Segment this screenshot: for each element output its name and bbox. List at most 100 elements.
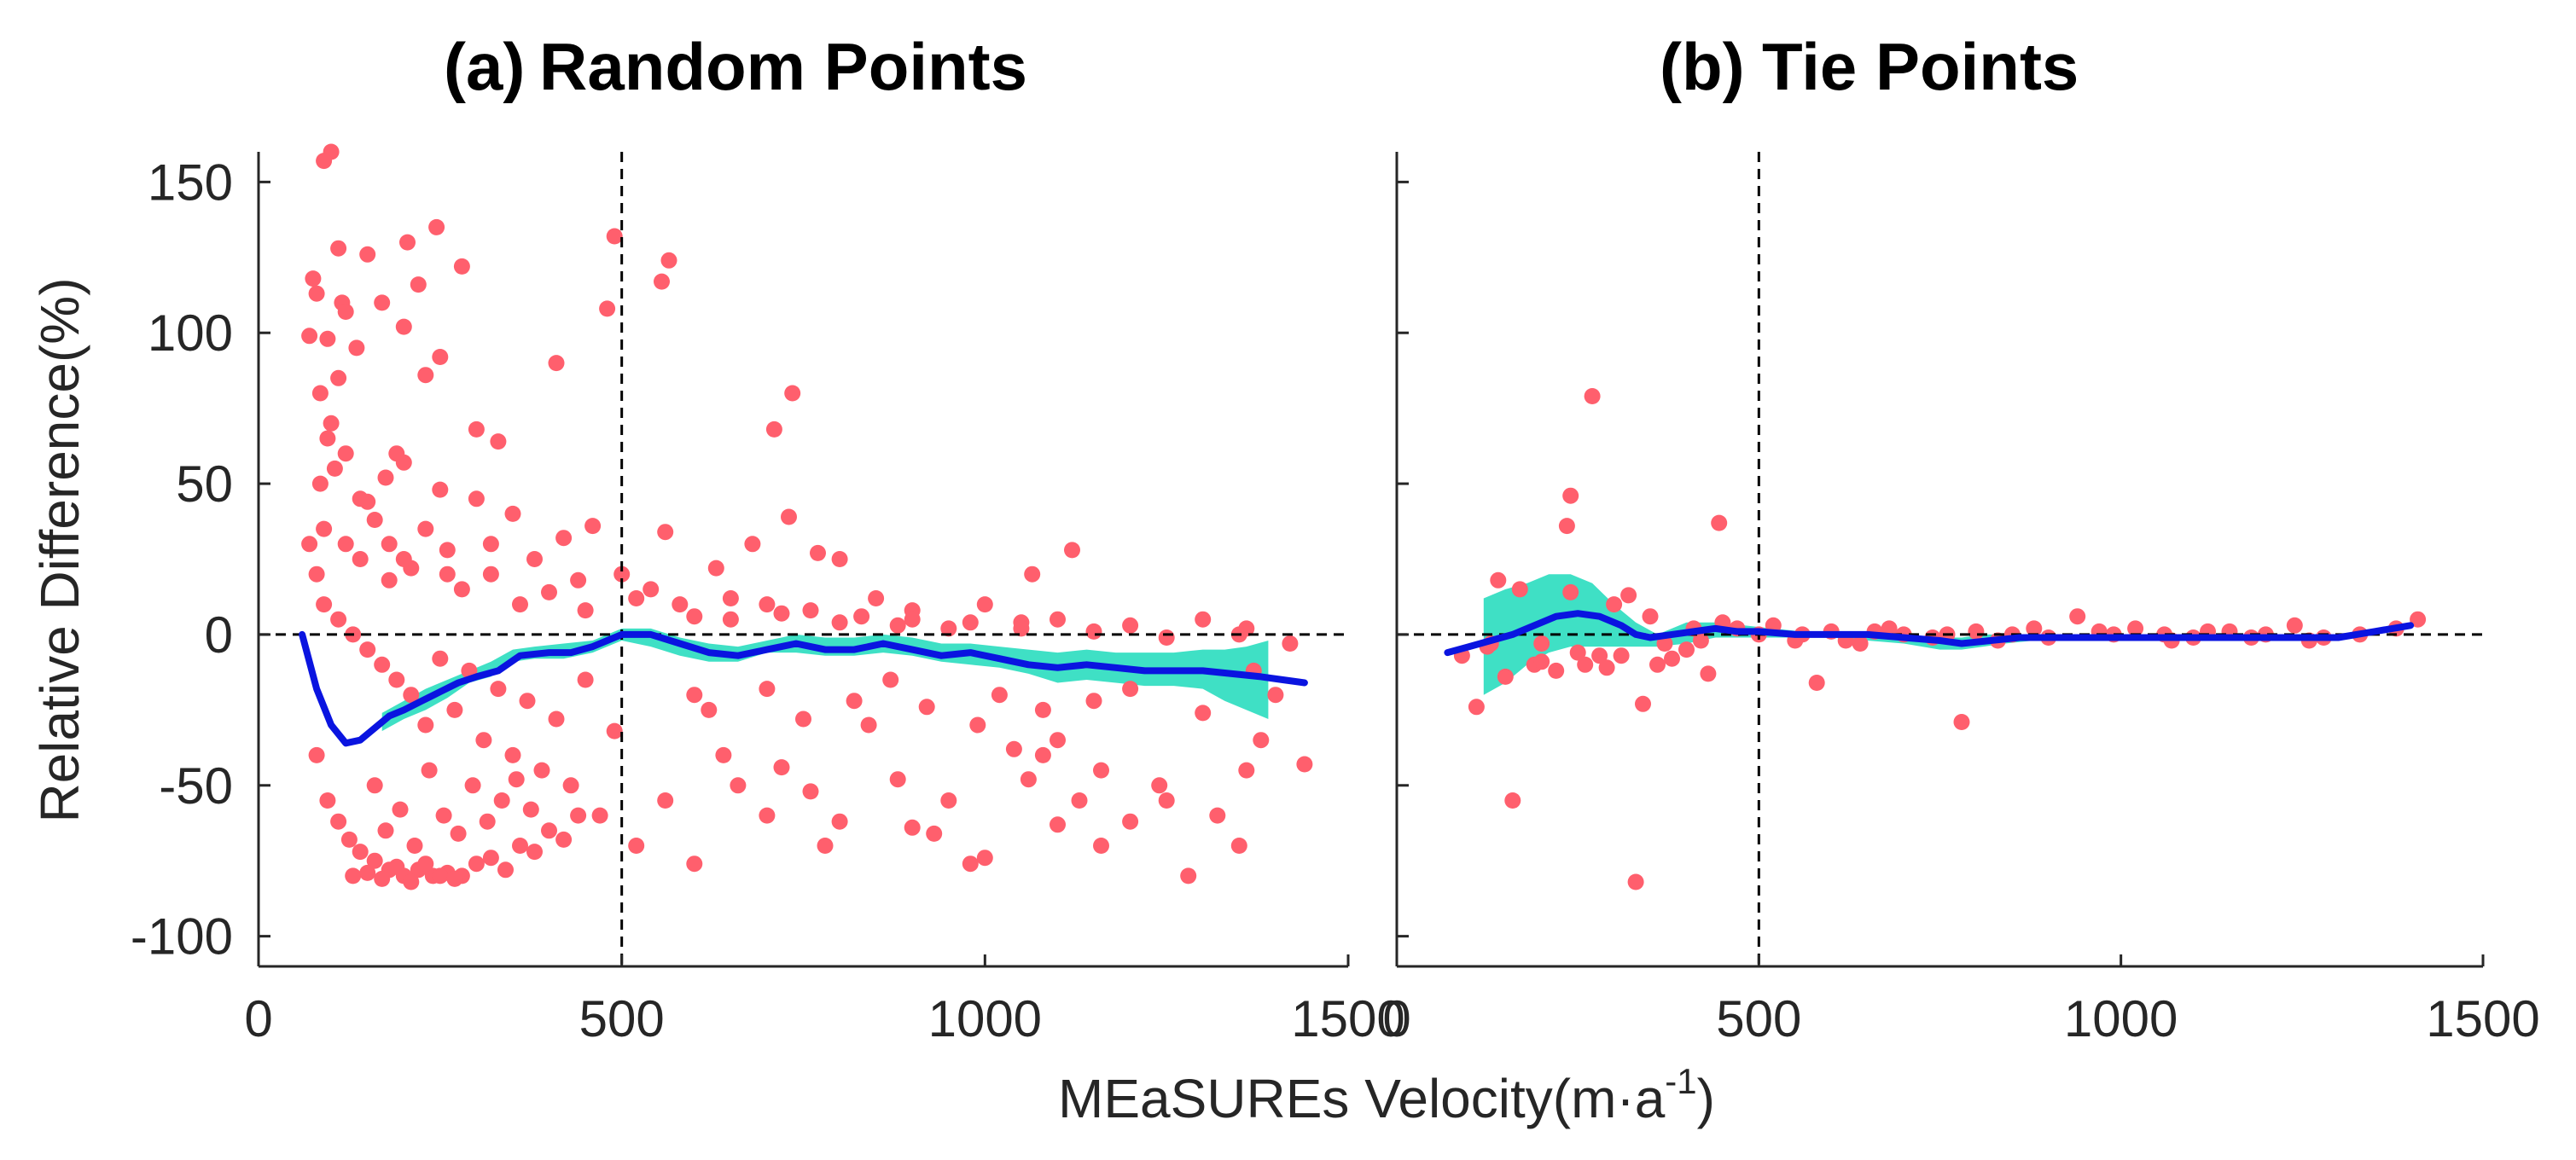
panel-a-data-point-138 [1122,813,1139,830]
panel-a-data-point-118 [715,746,732,763]
panel-a-data-point-206 [722,590,739,606]
panel-a-data-point-128 [926,825,943,842]
panel-a-data-point-129 [940,792,957,809]
panel-b-data-point-66 [1533,653,1550,670]
panel-a-data-point-107 [468,856,485,873]
panel-a-data-point-165 [479,813,496,830]
panel-a-y-tick-label--100: -100 [131,908,233,966]
panel-a-data-point-110 [512,838,528,854]
panel-a-data-point-171 [759,681,776,698]
panel-a-data-point-175 [918,699,935,716]
panel-a-data-point-198 [417,520,434,537]
panel-a-data-point-182 [1267,687,1284,704]
panel-a-data-point-149 [345,867,362,884]
panel-a-data-point-63 [686,608,703,625]
panel-b-data-point-40 [2286,617,2303,634]
panel-a-data-point-210 [904,611,921,628]
panel-a-data-point-18 [453,258,470,275]
panel-a-data-point-151 [374,870,391,887]
panel-b-data-point-9 [1635,695,1651,712]
panel-b-title: Tie Points [1762,29,2079,104]
panel-a-data-point-95 [308,746,325,763]
panel-a-data-point-52 [337,536,354,553]
panel-a-title: Random Points [539,29,1027,104]
panel-a-data-point-80 [403,687,420,704]
panel-b-data-point-13 [1511,581,1528,598]
panel-a-confidence-band [381,628,1269,732]
panel-a-data-point-130 [962,856,979,873]
panel-a-y-tick-label-50: 50 [176,455,233,513]
panel-a-data-point-75 [330,611,347,628]
panel-a-data-point-148 [1050,732,1066,749]
panel-b-x-tick-label-500: 500 [1716,990,1801,1047]
panel-a-data-point-97 [330,813,347,830]
panel-b-data-point-30 [1968,623,1985,640]
panel-a-data-point-119 [730,777,747,794]
panel-a-data-point-83 [446,701,463,718]
panel-a-data-point-15 [399,234,416,251]
panel-a-data-point-87 [504,746,521,763]
panel-a-y-tick-label-150: 150 [148,154,233,211]
panel-a-data-point-12 [395,318,412,335]
panel-b-data-point-62 [1548,662,1565,679]
panel-a-data-point-132 [1005,740,1022,757]
panel-b-x-tick-label-1500: 1500 [2426,990,2539,1047]
panel-a-data-point-49 [1122,617,1139,634]
panel-a-data-point-92 [577,671,594,688]
panel-a-data-point-134 [1034,746,1051,763]
panel-a-data-point-172 [795,710,811,728]
panel-a-data-point-43 [744,536,761,553]
panel-a-x-tick-label-1000: 1000 [928,990,1042,1047]
panel-a-data-point-112 [541,822,557,839]
panel-a-data-point-26 [784,385,801,402]
panel-a-data-point-90 [548,710,565,728]
panel-a-data-point-81 [417,716,434,734]
panel-a-data-point-177 [991,687,1008,704]
panel-a-data-point-135 [1050,816,1066,833]
panel-a-data-point-99 [352,844,369,861]
panel-a-data-point-1 [316,153,333,170]
panel-tie-points: (b) Tie Points 0 500 1000 1500 [1382,29,2539,1047]
panel-b-data-point-15 [1562,583,1579,600]
panel-b-data-point-18 [1620,587,1637,604]
panel-a-data-point-166 [493,792,510,809]
panel-a-data-point-41 [657,524,674,541]
panel-a-data-point-62 [628,590,645,606]
panel-a-data-point-164 [464,777,481,794]
panel-a-data-point-111 [526,844,543,861]
panel-a-data-point-65 [773,605,790,622]
panel-a-data-point-108 [482,850,499,867]
panel-random-points: (a) Random Points Relative Difference(%)… [29,29,1405,1047]
panel-a-data-point-146 [1093,762,1109,779]
panel-b-data-point-54 [1852,635,1869,652]
panel-a-data-point-19 [468,420,485,438]
panel-a-data-point-4 [305,270,322,287]
panel-a-data-point-29 [1064,542,1080,559]
panel-a-data-point-122 [802,783,819,800]
panel-a-data-point-185 [323,415,340,432]
panel-a-data-point-22 [606,228,623,245]
panel-a-data-point-27 [765,420,782,438]
panel-a-data-point-195 [366,512,383,528]
panel-a-data-point-100 [366,852,383,869]
panel-a-data-point-139 [1151,777,1168,794]
panel-a-data-point-66 [831,614,848,631]
panel-a-data-point-200 [482,536,499,553]
panel-b-data-point-17 [1606,596,1623,613]
panel-a-data-point-54 [381,571,398,589]
panel-a-data-point-199 [439,566,456,583]
panel-b-data-point-68 [1598,659,1615,676]
panel-b-data-point-0 [1468,699,1485,716]
panel-a-data-point-13 [417,367,434,384]
panel-b-data-point-3 [1562,487,1579,504]
panel-b-data-point-71 [1692,632,1709,649]
panel-a-data-point-145 [1158,792,1175,809]
panel-b-x-tick-label-0: 0 [1382,990,1410,1047]
panel-a-data-point-205 [672,596,689,613]
panel-a-data-point-156 [446,870,463,887]
panel-a-data-point-88 [519,693,536,710]
panel-b-data-point-16 [1577,656,1594,673]
panel-b-data-point-50 [2026,620,2043,637]
panel-a-data-point-37 [468,490,485,508]
panel-a-data-point-178 [1034,701,1051,718]
